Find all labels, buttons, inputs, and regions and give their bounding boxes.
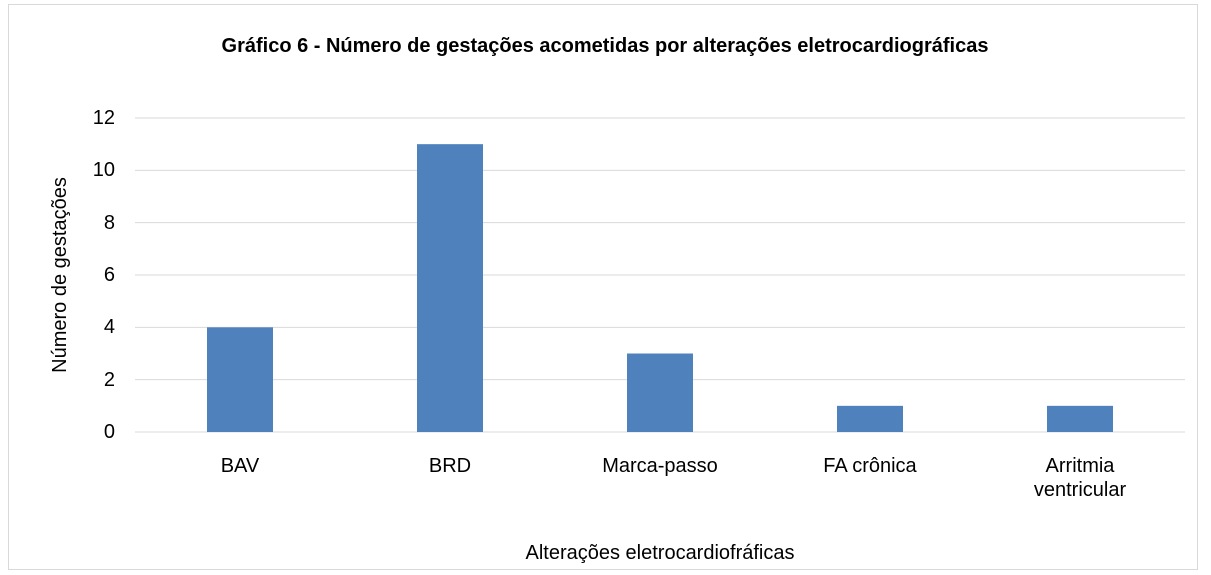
x-tick-label: Marca-passo — [602, 455, 718, 477]
chart-frame — [8, 4, 1198, 570]
y-tick-label: 8 — [103, 211, 115, 234]
bar — [207, 327, 273, 432]
x-tick-label: Arritmia ventricular — [1033, 455, 1127, 501]
x-tick-label: BRD — [428, 455, 472, 477]
y-tick-label: 6 — [103, 264, 115, 286]
y-tick-label: 10 — [92, 159, 115, 182]
y-tick-label: 0 — [103, 421, 115, 443]
bar — [627, 353, 693, 432]
y-axis-label: Número de gestações — [49, 177, 71, 373]
bar — [1047, 405, 1113, 432]
x-axis-label: Alterações eletrocardiofráficas — [525, 542, 795, 564]
bar — [837, 405, 903, 432]
y-tick-label: 12 — [92, 107, 115, 129]
chart-title: Gráfico 6 - Número de gestações acometid… — [221, 35, 989, 57]
x-tick-label: BAV — [220, 455, 260, 477]
y-tick-label: 2 — [103, 368, 115, 391]
x-tick-label: FA crônica — [823, 455, 917, 477]
y-tick-label: 4 — [103, 316, 115, 339]
bar — [417, 144, 483, 432]
